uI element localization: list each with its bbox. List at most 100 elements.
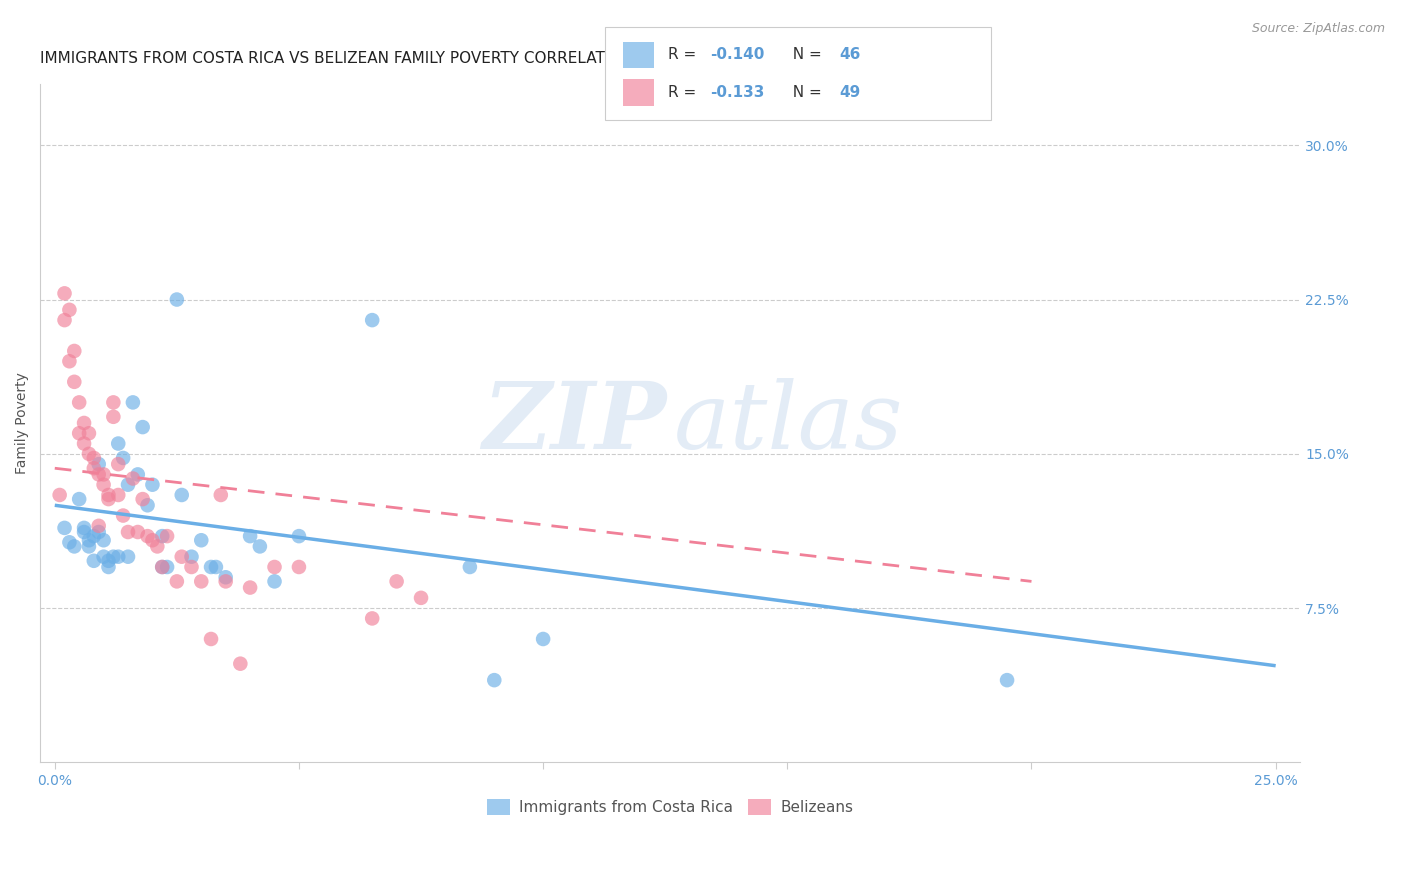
Point [53,286,76,301]
Point [93,477,115,491]
Point [112,450,135,465]
Text: 49: 49 [839,85,860,100]
Point [73,524,96,539]
Point [117,477,139,491]
Text: IMMIGRANTS FROM COSTA RICA VS BELIZEAN FAMILY POVERTY CORRELATION CHART: IMMIGRANTS FROM COSTA RICA VS BELIZEAN F… [41,51,689,66]
Point [166,574,188,589]
Point [150,529,173,543]
Point [200,560,222,574]
Point [150,560,173,574]
Point [131,492,153,507]
Point [180,560,202,574]
Point [53,521,76,535]
Point [97,560,120,574]
Point [83,450,105,465]
Point [122,395,145,409]
Point [107,549,129,564]
Text: ZIP: ZIP [482,378,666,468]
Point [239,581,262,595]
Point [385,574,408,589]
Point [263,574,285,589]
Point [63,375,86,389]
Text: R =: R = [668,47,702,62]
Point [166,293,188,307]
Point [93,549,115,564]
Point [87,467,110,482]
Point [205,560,228,574]
Point [288,529,311,543]
Point [150,560,173,574]
Point [136,529,159,543]
Point [141,477,163,491]
Point [288,560,311,574]
Point [484,673,506,687]
Point [73,416,96,430]
Point [209,488,232,502]
Text: 46: 46 [839,47,860,62]
Point [156,560,179,574]
Point [103,395,125,409]
Point [107,457,129,471]
Point [107,436,129,450]
Legend: Immigrants from Costa Rica, Belizeans: Immigrants from Costa Rica, Belizeans [479,791,860,822]
Point [97,554,120,568]
Point [263,560,285,574]
Point [93,533,115,548]
Point [67,492,90,507]
Point [53,313,76,327]
Point [190,574,212,589]
Point [531,632,554,646]
Point [87,457,110,471]
Point [200,632,222,646]
Text: atlas: atlas [673,378,904,468]
Point [48,488,70,502]
Point [67,395,90,409]
Point [995,673,1018,687]
Point [215,570,238,584]
Point [170,488,193,502]
Point [190,533,212,548]
Point [93,467,115,482]
Point [103,549,125,564]
Point [127,467,149,482]
Point [97,488,120,502]
Point [136,498,159,512]
Point [107,488,129,502]
Point [83,554,105,568]
Point [58,354,80,368]
Point [83,461,105,475]
Point [63,540,86,554]
Point [361,611,384,625]
Point [73,521,96,535]
Point [67,426,90,441]
Point [63,343,86,358]
Point [77,426,100,441]
Point [239,529,262,543]
Point [156,529,179,543]
Y-axis label: Family Poverty: Family Poverty [15,372,30,474]
Point [103,409,125,424]
Point [58,535,80,549]
Point [77,447,100,461]
Point [409,591,432,605]
Point [131,420,153,434]
Text: -0.133: -0.133 [710,85,765,100]
Point [87,524,110,539]
Text: N =: N = [783,47,827,62]
Point [122,471,145,485]
Point [87,519,110,533]
Point [141,533,163,548]
Point [83,529,105,543]
Point [146,540,169,554]
Point [97,492,120,507]
Point [458,560,481,574]
Point [170,549,193,564]
Point [127,524,149,539]
Point [58,302,80,317]
Point [77,533,100,548]
Point [180,549,202,564]
Point [361,313,384,327]
Point [117,549,139,564]
Point [112,508,135,523]
Text: R =: R = [668,85,702,100]
